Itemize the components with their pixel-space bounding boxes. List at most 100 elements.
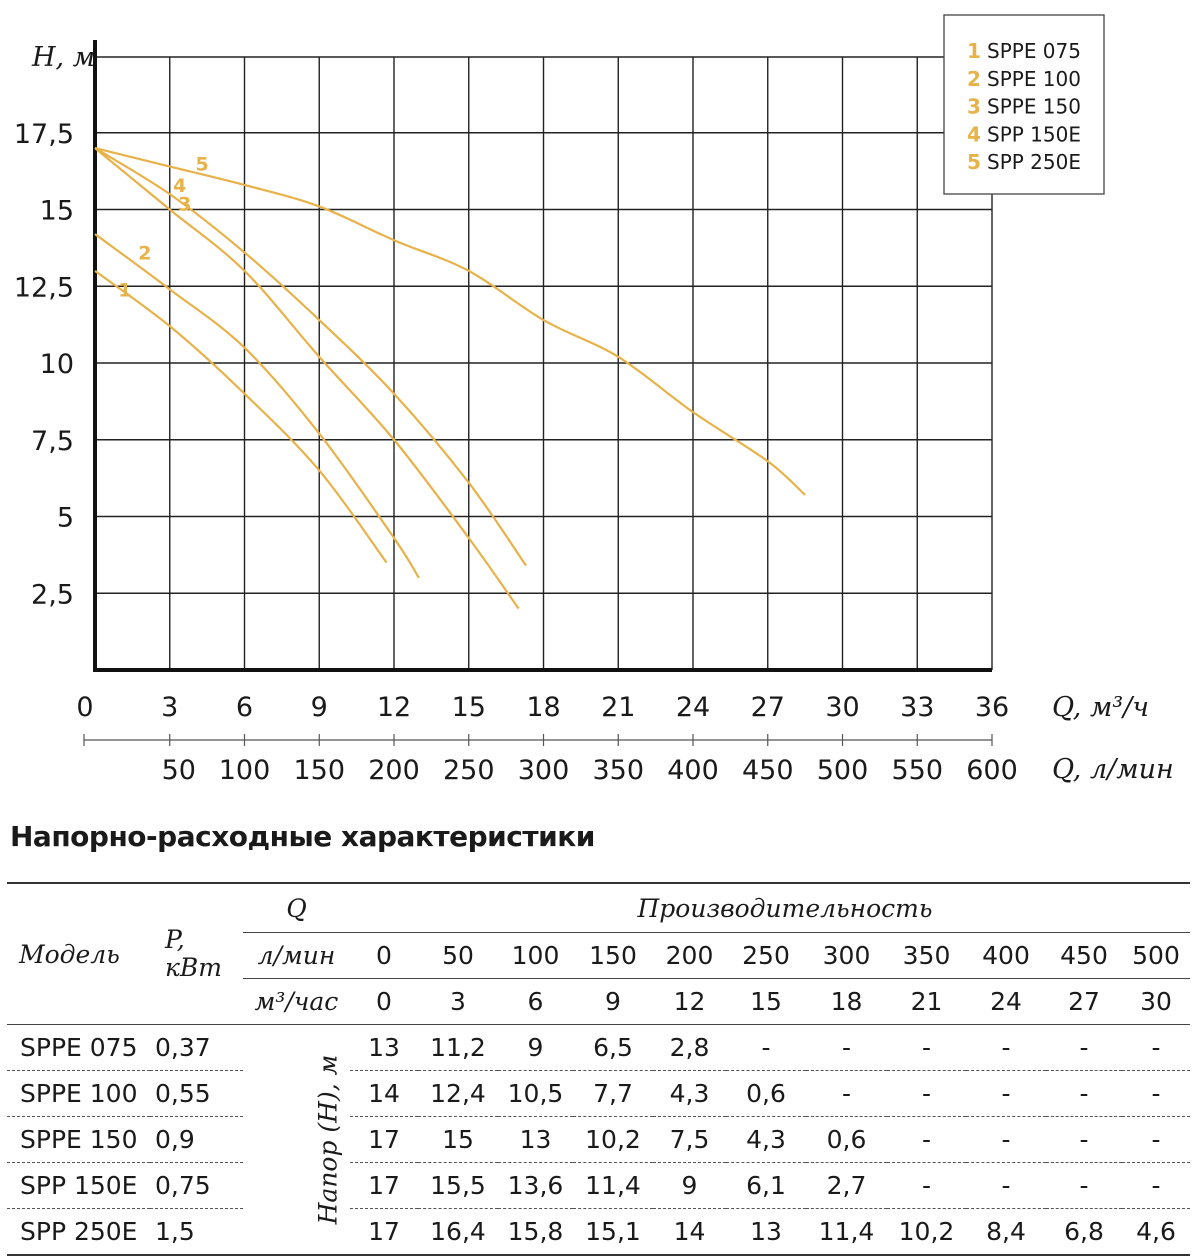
curve-1	[94, 270, 388, 564]
power-cell: 1,5	[150, 1208, 243, 1256]
head-value-cell: -	[966, 1024, 1046, 1071]
head-value-cell: 4,6	[1122, 1208, 1190, 1256]
head-value-cell: 16,4	[418, 1208, 498, 1256]
legend-number: 3	[967, 95, 981, 119]
model-cell: SPP 150E	[7, 1162, 150, 1209]
head-value-cell: -	[1122, 1162, 1190, 1209]
head-value-cell: 11,4	[573, 1162, 653, 1209]
performance-table: Модель P, кВт Q Производительность л/мин…	[7, 882, 1190, 1256]
curve-4	[94, 147, 527, 567]
y-tick-label: 15	[40, 196, 74, 227]
head-value-cell: -	[806, 1070, 887, 1117]
lmin-value: 150	[573, 932, 653, 979]
x2-tick-label: 400	[667, 755, 719, 786]
head-value-cell: -	[887, 1162, 966, 1209]
x2-axis: 50 100 150 200 250 300 350 400 450 500 550 600	[83, 734, 1018, 786]
x-tick-label: 0	[76, 692, 93, 723]
head-value-cell: -	[806, 1024, 887, 1071]
head-label-cell: Напор (Н), м	[243, 1024, 350, 1256]
x-axis-label: Q, м³/ч	[1052, 692, 1149, 723]
head-value-cell: -	[1046, 1162, 1122, 1209]
m3h-value: 18	[806, 978, 887, 1025]
m3h-value: 24	[966, 978, 1046, 1025]
x-tick-label: 24	[676, 692, 710, 723]
legend-entry: SPP 250E	[987, 150, 1081, 174]
head-value-cell: -	[1122, 1116, 1190, 1163]
lmin-value: 100	[498, 932, 573, 979]
lmin-value: 0	[350, 932, 418, 979]
head-value-cell: 14	[350, 1070, 418, 1117]
legend-box	[943, 14, 1105, 195]
x2-tick-label: 200	[368, 755, 420, 786]
legend-number: 1	[967, 39, 981, 63]
head-value-cell: 8,4	[966, 1208, 1046, 1256]
head-value-cell: 6,8	[1046, 1208, 1122, 1256]
x-tick-label: 27	[751, 692, 785, 723]
y-tick-label: 17,5	[14, 119, 74, 150]
curve-3	[94, 147, 520, 610]
x2-axis-label: Q, л/мин	[1052, 754, 1174, 785]
y-axis-ticks: 2,5 5 7,5 10 12,5 15 17,5	[14, 119, 74, 611]
chart-grid	[93, 40, 993, 672]
head-value-cell: -	[887, 1070, 966, 1117]
head-value-cell: -	[887, 1116, 966, 1163]
lmin-value: 300	[806, 932, 887, 979]
table-row: SPP 150E 0,75 17 15,5 13,6 11,4 9 6,1 2,7- - - -	[7, 1162, 1190, 1209]
lmin-value: 250	[726, 932, 806, 979]
x-tick-label: 9	[311, 692, 328, 723]
legend-entry: SPPE 075	[987, 39, 1081, 63]
table-row: SPPE 100 0,55 14 12,4 10,5 7,7 4,3 0,6- - - - -	[7, 1070, 1190, 1117]
head-value-cell: 0,6	[726, 1070, 806, 1117]
curve-label-5: 5	[196, 153, 209, 175]
legend-number: 5	[967, 150, 981, 174]
header-q: Q	[243, 882, 350, 933]
head-value-cell: 13	[726, 1208, 806, 1256]
table-row: SPPE 075 0,37 Напор (Н), м 13 11,2 9 6,5 2,8- - -…	[7, 1024, 1190, 1256]
x-tick-label: 18	[526, 692, 560, 723]
x-axis-ticks: 0 3 6 9 12 15 18 21 24 27 30 33 36	[76, 692, 1009, 723]
head-value-cell: 0,6	[806, 1116, 887, 1163]
curve-label-2: 2	[138, 242, 151, 264]
head-value-cell: 9	[653, 1162, 726, 1209]
y-tick-label: 7,5	[31, 426, 74, 457]
lmin-value: 50	[418, 932, 498, 979]
table-title: Напорно-расходные характеристики	[10, 820, 595, 853]
x-tick-label: 12	[377, 692, 411, 723]
head-value-cell: -	[966, 1116, 1046, 1163]
head-value-cell: -	[1046, 1070, 1122, 1117]
head-value-cell: 13	[498, 1116, 573, 1163]
head-value-cell: 15,8	[498, 1208, 573, 1256]
model-cell: SPP 250E	[7, 1208, 150, 1256]
head-value-cell: 2,8	[653, 1024, 726, 1071]
x2-tick-label: 450	[742, 755, 794, 786]
head-value-cell: 14	[653, 1208, 726, 1256]
m3h-value: 9	[573, 978, 653, 1025]
m3h-value: 21	[887, 978, 966, 1025]
head-value-cell: 12,4	[418, 1070, 498, 1117]
m3h-value: 6	[498, 978, 573, 1025]
m3h-value: 3	[418, 978, 498, 1025]
m3h-value: 27	[1046, 978, 1122, 1025]
x2-tick-label: 500	[817, 755, 869, 786]
lmin-value: 400	[966, 932, 1046, 979]
x-tick-label: 30	[825, 692, 859, 723]
y-axis-label: H, м	[31, 42, 95, 73]
power-cell: 0,9	[150, 1116, 243, 1163]
model-cell: SPPE 100	[7, 1070, 150, 1117]
legend-number: 2	[967, 67, 981, 91]
lmin-value: 200	[653, 932, 726, 979]
head-value-cell: 10,5	[498, 1070, 573, 1117]
lmin-value: 350	[887, 932, 966, 979]
header-power: P, кВт	[150, 882, 243, 1025]
head-value-cell: 17	[350, 1208, 418, 1256]
x2-tick-label: 350	[592, 755, 644, 786]
lmin-value: 500	[1122, 932, 1190, 979]
head-value-cell: 15	[418, 1116, 498, 1163]
header-model: Модель	[7, 882, 150, 1025]
m3h-value: 12	[653, 978, 726, 1025]
head-value-cell: 17	[350, 1116, 418, 1163]
head-value-cell: 9	[498, 1024, 573, 1071]
head-value-cell: 15,1	[573, 1208, 653, 1256]
power-cell: 0,75	[150, 1162, 243, 1209]
x2-tick-label: 50	[162, 755, 196, 786]
